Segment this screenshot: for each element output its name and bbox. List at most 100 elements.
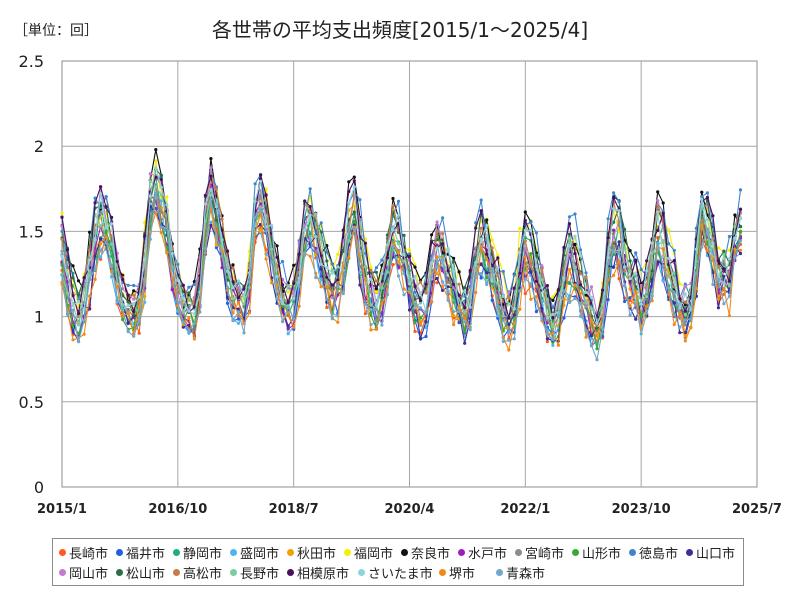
- legend-item: 青森市: [496, 562, 553, 582]
- data-point: [214, 205, 218, 209]
- data-point: [479, 237, 483, 241]
- data-point: [562, 276, 566, 280]
- data-point: [661, 211, 665, 215]
- data-point: [612, 246, 616, 250]
- legend-label: 高松市: [183, 566, 223, 582]
- data-point: [683, 282, 687, 286]
- data-point: [634, 271, 638, 276]
- data-point: [413, 274, 417, 278]
- data-point: [231, 266, 235, 270]
- data-point: [270, 260, 274, 264]
- data-point: [407, 248, 412, 252]
- data-point: [369, 303, 373, 307]
- data-point: [441, 216, 445, 220]
- data-point: [512, 337, 516, 341]
- data-point: [330, 291, 334, 295]
- data-point: [595, 347, 599, 351]
- data-point: [683, 300, 687, 304]
- data-point: [214, 218, 218, 222]
- legend-item: 堺市: [439, 562, 496, 582]
- data-point: [705, 191, 710, 195]
- data-point: [562, 289, 566, 293]
- data-point: [347, 180, 351, 184]
- data-point: [738, 229, 743, 233]
- data-point: [275, 283, 279, 287]
- data-point: [512, 307, 516, 311]
- x-tick-label: 2015/1: [37, 502, 87, 517]
- data-point: [352, 227, 356, 231]
- data-point: [430, 261, 434, 265]
- data-point: [551, 295, 555, 299]
- data-point: [656, 210, 660, 214]
- data-point: [154, 191, 158, 195]
- data-point: [446, 285, 450, 289]
- data-point: [678, 331, 682, 335]
- legend-swatch: [686, 548, 693, 556]
- data-point: [463, 341, 467, 345]
- data-point: [435, 255, 439, 259]
- legend-label: 宮崎市: [525, 546, 565, 562]
- data-point: [496, 314, 500, 318]
- data-point: [253, 182, 257, 186]
- data-point: [556, 343, 561, 347]
- data-point: [623, 284, 627, 288]
- data-point: [700, 218, 704, 222]
- legend-swatch: [230, 548, 237, 556]
- data-point: [424, 310, 428, 315]
- data-point: [545, 332, 550, 336]
- data-point: [578, 248, 583, 252]
- data-point: [716, 266, 721, 270]
- data-point: [479, 198, 483, 202]
- data-point: [551, 343, 555, 347]
- data-point: [711, 282, 715, 287]
- data-point: [567, 244, 572, 248]
- data-point: [115, 300, 119, 304]
- data-point: [154, 166, 158, 170]
- data-point: [463, 320, 467, 324]
- data-point: [485, 271, 489, 275]
- data-point: [418, 280, 423, 284]
- data-point: [518, 289, 522, 293]
- data-point: [683, 303, 687, 307]
- data-point: [225, 295, 230, 299]
- data-point: [689, 317, 693, 321]
- data-point: [529, 252, 533, 256]
- data-point: [88, 230, 92, 234]
- data-point: [672, 258, 676, 263]
- data-point: [711, 257, 715, 261]
- legend-label: さいたま市: [368, 566, 433, 582]
- data-point: [722, 282, 726, 286]
- data-point: [628, 269, 632, 273]
- data-point: [601, 327, 605, 331]
- data-point: [485, 276, 489, 280]
- data-point: [275, 297, 279, 301]
- data-point: [176, 300, 180, 304]
- legend-label: 山口市: [696, 546, 736, 562]
- data-point: [259, 207, 263, 211]
- data-point: [319, 285, 323, 289]
- data-point: [132, 297, 136, 301]
- data-point: [738, 248, 743, 252]
- data-point: [336, 284, 340, 288]
- data-point: [584, 293, 588, 297]
- data-point: [132, 309, 136, 313]
- data-point: [672, 271, 676, 275]
- legend-swatch: [287, 568, 294, 576]
- legend-item: 福岡市: [344, 542, 401, 562]
- data-point: [612, 273, 616, 277]
- data-point: [76, 340, 81, 344]
- y-tick-label: 2: [34, 137, 44, 156]
- data-point: [319, 267, 323, 271]
- data-point: [308, 232, 312, 236]
- data-point: [534, 279, 539, 283]
- data-point: [308, 204, 312, 209]
- data-point: [578, 254, 583, 258]
- data-point: [722, 267, 726, 271]
- data-point: [110, 222, 114, 226]
- data-point: [352, 175, 356, 179]
- data-point: [584, 290, 588, 294]
- legend-label: 徳島市: [639, 546, 679, 562]
- data-point: [507, 331, 511, 335]
- data-point: [286, 310, 290, 315]
- data-point: [650, 278, 654, 282]
